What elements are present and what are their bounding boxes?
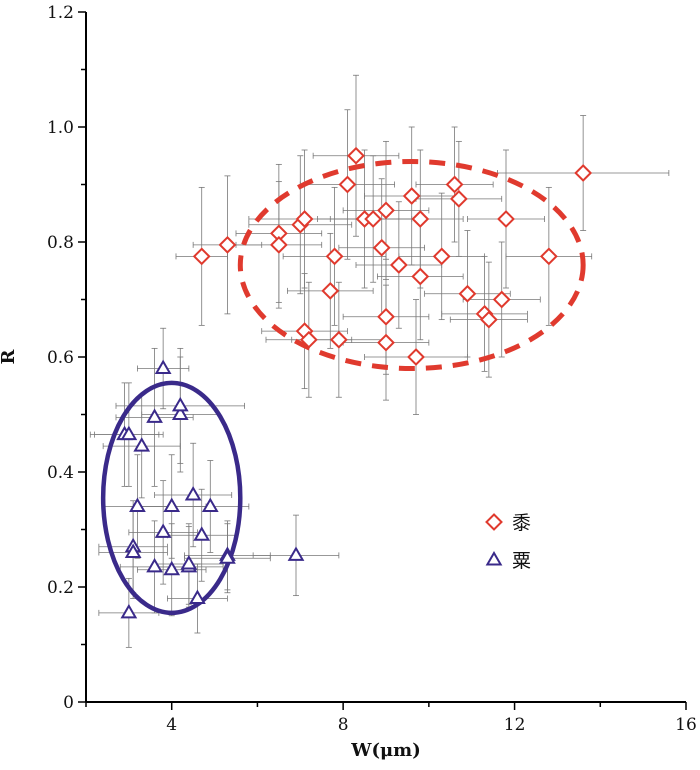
diamond-marker xyxy=(574,164,593,182)
diamond-marker xyxy=(329,330,348,349)
data-markers xyxy=(116,146,593,619)
triangle-marker xyxy=(129,497,146,513)
diamond-marker xyxy=(295,210,314,228)
x-tick-label: 4 xyxy=(166,715,177,735)
diamond-marker xyxy=(497,210,515,228)
diamond-marker xyxy=(372,238,391,257)
diamond-marker xyxy=(299,330,318,349)
cluster-ellipse xyxy=(237,159,586,371)
triangle-marker xyxy=(485,550,503,566)
legend-label: 黍 xyxy=(512,512,531,534)
diamond-marker xyxy=(269,235,288,254)
x-ticks: 4 8 12 16 xyxy=(85,702,697,735)
y-axis-label: R xyxy=(0,348,19,364)
diamond-marker xyxy=(402,187,421,205)
x-tick-label: 16 xyxy=(675,715,697,735)
diamond-marker xyxy=(321,281,340,300)
diamond-marker xyxy=(458,284,477,303)
y-tick-label: 1.0 xyxy=(47,118,74,138)
diamond-marker xyxy=(539,247,558,266)
triangle-marker xyxy=(201,497,219,513)
diamond-marker xyxy=(325,247,344,266)
y-tick-label: 0.4 xyxy=(47,463,74,483)
diamond-marker xyxy=(377,201,395,220)
diamond-marker xyxy=(364,210,383,228)
diamond-marker xyxy=(479,310,498,329)
y-tick-label: 0.8 xyxy=(47,233,74,253)
x-axis-label: W(μm) xyxy=(350,740,420,761)
diamond-marker xyxy=(338,175,357,194)
diamond-marker xyxy=(411,210,430,228)
triangle-marker xyxy=(180,554,198,570)
y-tick-label: 0.2 xyxy=(47,578,74,598)
diamond-marker xyxy=(377,307,395,326)
x-tick-label: 12 xyxy=(504,715,526,735)
diamond-marker xyxy=(377,333,395,352)
triangle-marker xyxy=(154,359,172,375)
triangle-marker xyxy=(146,557,163,573)
diamond-marker xyxy=(347,146,365,165)
triangle-marker xyxy=(120,425,138,441)
triangle-marker xyxy=(171,405,189,421)
triangle-marker xyxy=(154,523,172,538)
diamond-marker xyxy=(192,247,211,266)
cluster-ellipse xyxy=(100,380,243,616)
triangle-marker xyxy=(163,560,181,576)
legend-label: 粟 xyxy=(512,550,531,572)
diamond-marker xyxy=(389,256,408,274)
triangle-marker xyxy=(171,396,189,412)
diamond-marker xyxy=(411,267,430,286)
diamond-marker xyxy=(218,235,237,254)
diamond-marker xyxy=(445,175,464,194)
triangle-marker xyxy=(287,546,305,561)
cluster-ellipses xyxy=(100,159,586,616)
y-tick-label: 0.6 xyxy=(47,348,74,368)
diamond-marker xyxy=(449,189,468,208)
triangle-marker xyxy=(219,549,236,564)
y-tick-label: 0 xyxy=(63,693,74,713)
axes: 4 8 12 16 0 0.2 0.4 0.6 0.8 1.0 1.2 W(μm) R xyxy=(0,3,697,761)
triangle-marker xyxy=(120,603,138,619)
triangle-marker xyxy=(163,497,181,513)
triangle-marker xyxy=(124,543,142,559)
plot-area xyxy=(89,74,670,648)
diamond-marker xyxy=(485,513,503,531)
y-tick-label: 1.2 xyxy=(47,3,74,23)
diamond-marker xyxy=(407,348,425,366)
diamond-marker xyxy=(432,247,451,266)
triangle-marker xyxy=(133,437,151,452)
legend: 黍粟 xyxy=(485,512,531,572)
x-tick-label: 8 xyxy=(338,715,349,735)
triangle-marker xyxy=(184,485,202,501)
triangle-marker xyxy=(193,526,211,541)
diamond-marker xyxy=(492,290,511,309)
triangle-marker xyxy=(189,589,206,605)
y-ticks: 0 0.2 0.4 0.6 0.8 1.0 1.2 xyxy=(47,3,86,713)
triangle-marker xyxy=(146,408,163,423)
